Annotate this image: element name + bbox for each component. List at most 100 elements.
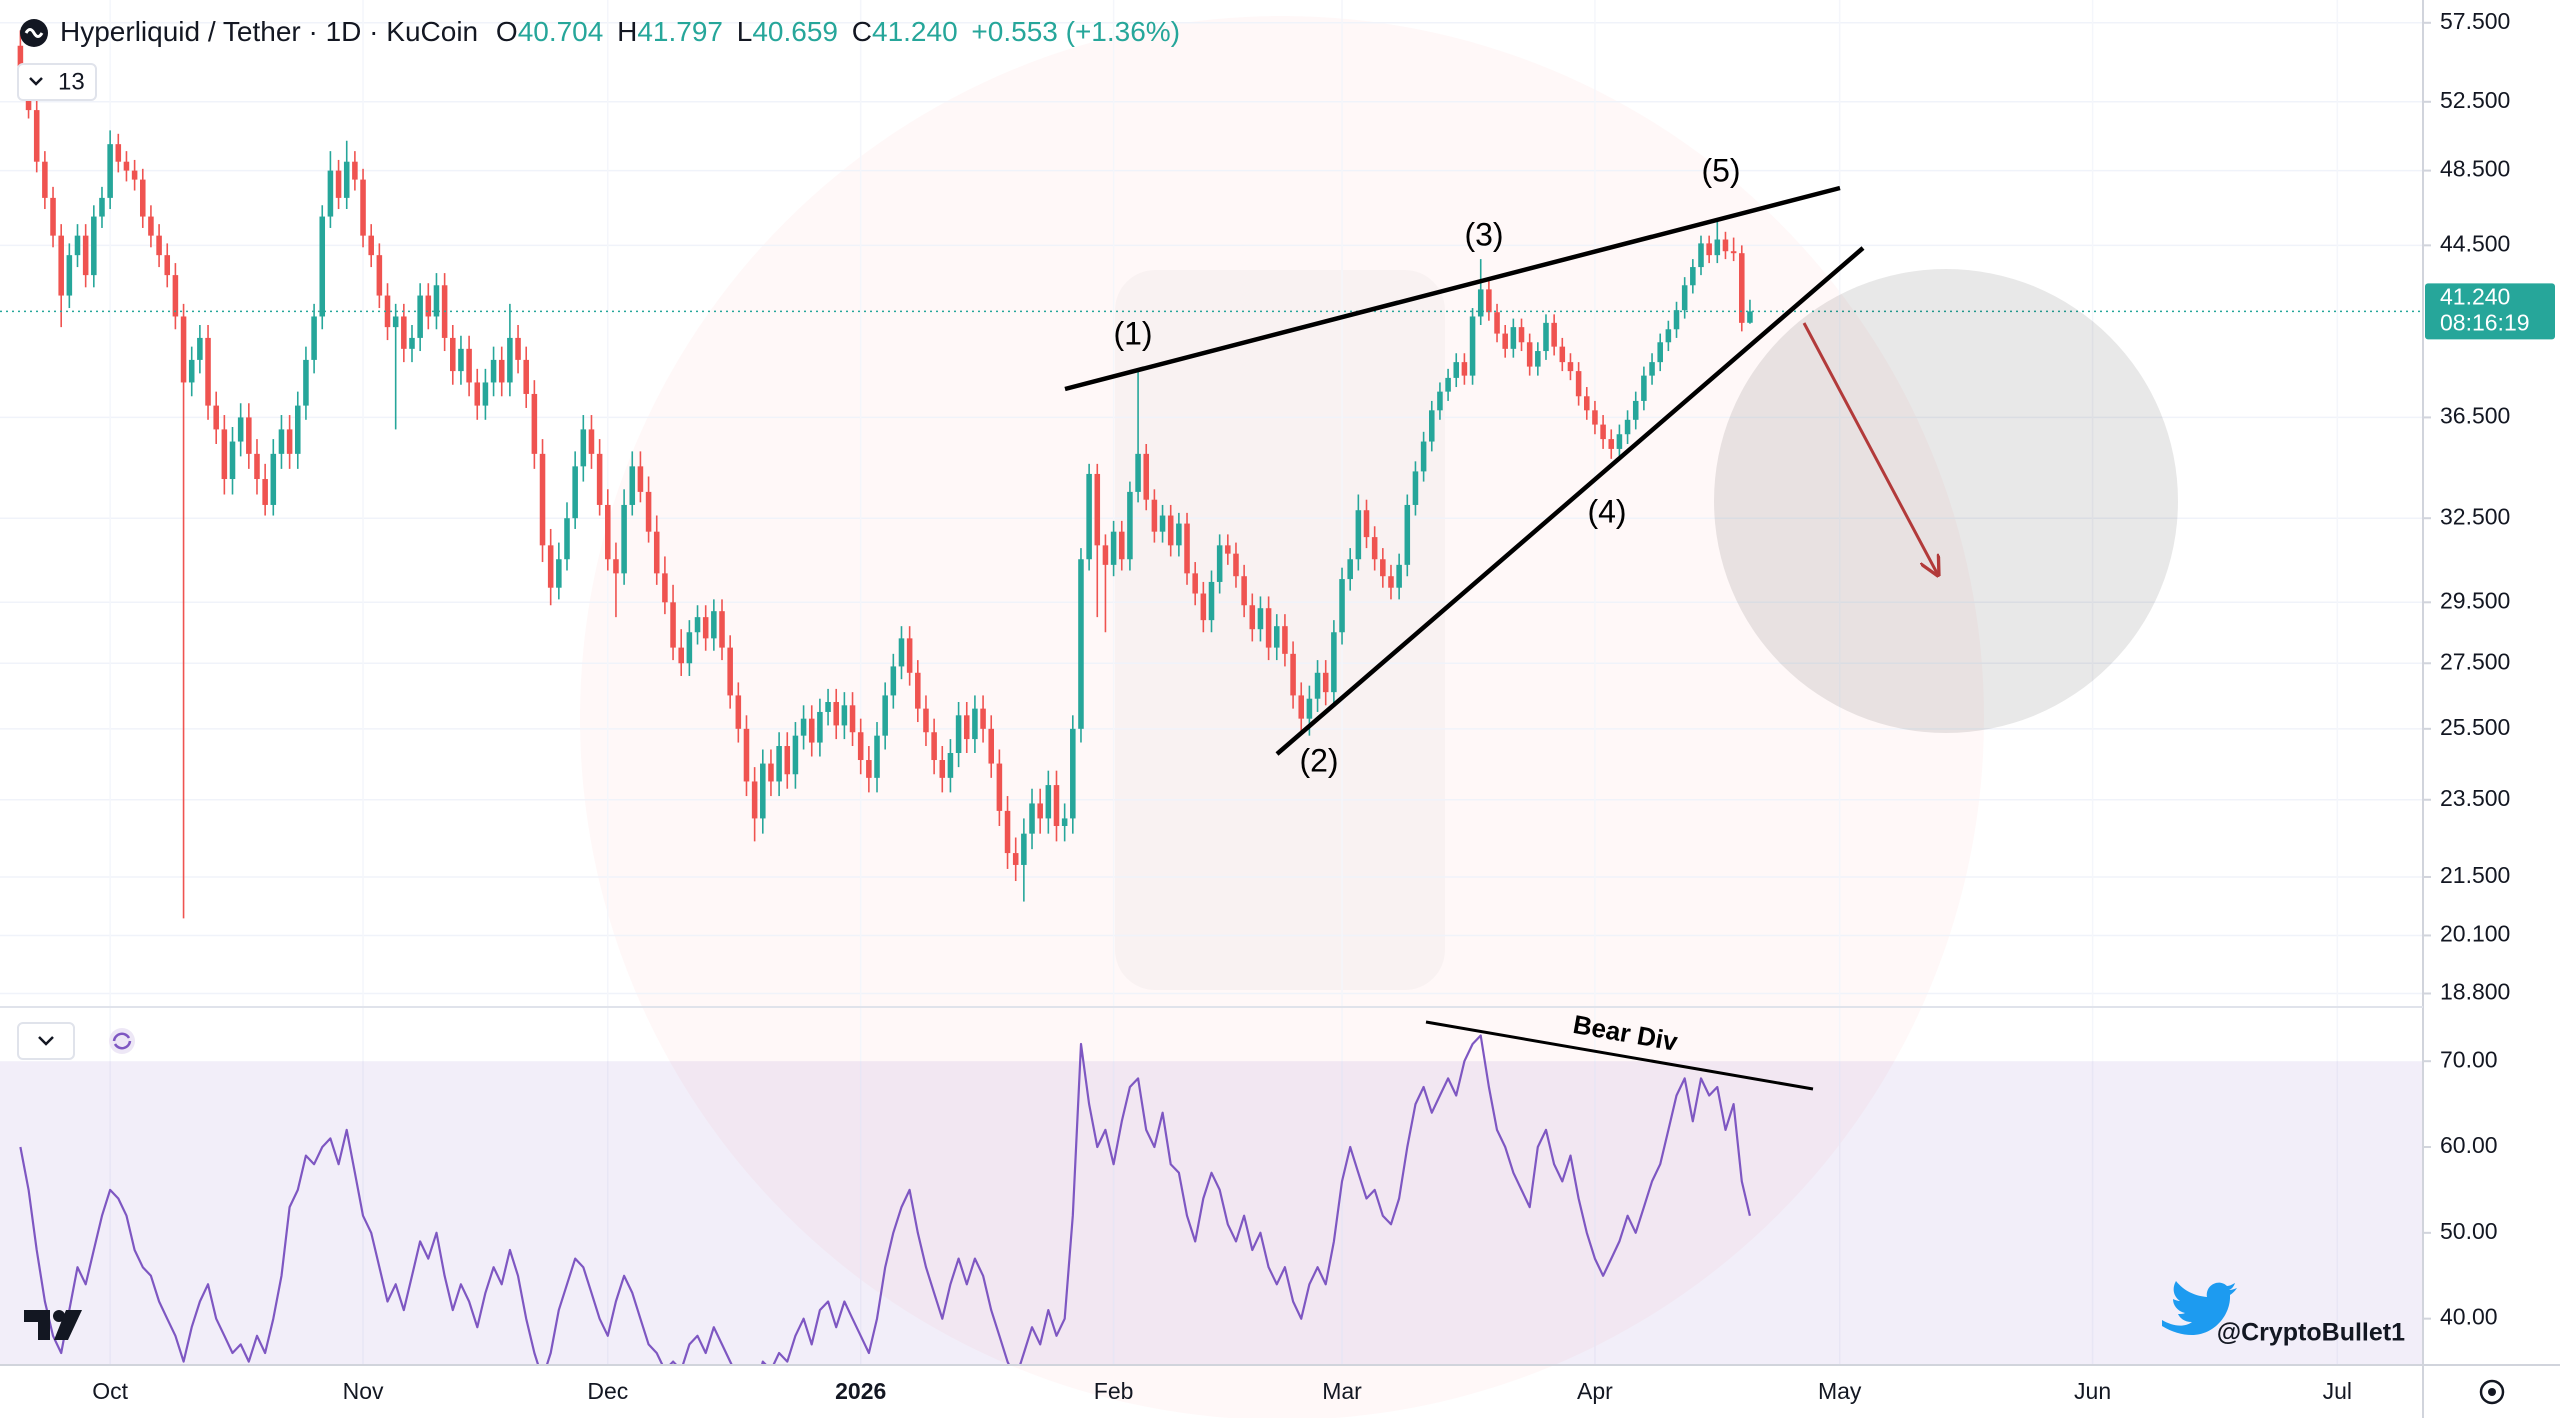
candle-body — [99, 197, 105, 217]
candle-body — [800, 718, 807, 736]
indicator-toggle-box[interactable] — [17, 63, 97, 101]
low-value: 40.659 — [752, 16, 838, 47]
rsi-y-tick-label: 60.00 — [2440, 1132, 2498, 1158]
candle-body — [1347, 559, 1353, 580]
candle-body — [1127, 491, 1133, 560]
x-tick-label: May — [1818, 1378, 1862, 1404]
x-tick-label: Apr — [1577, 1378, 1613, 1404]
y-tick-label: 57.500 — [2440, 8, 2510, 34]
close-label: C — [852, 16, 872, 47]
candle-body — [352, 161, 358, 180]
candle-body — [890, 666, 897, 696]
candle-body — [882, 695, 888, 736]
settings-icon-center[interactable] — [2488, 1388, 2496, 1396]
settings-button[interactable] — [2479, 1379, 2505, 1405]
wave-label: (5) — [1701, 152, 1740, 188]
candle-body — [409, 337, 415, 349]
y-tick-label: 48.500 — [2440, 156, 2510, 182]
candle-body — [498, 359, 505, 383]
candle-body — [17, 45, 24, 78]
x-tick-label: Mar — [1322, 1378, 1362, 1404]
candle-body — [1518, 327, 1525, 343]
candle-body — [915, 672, 921, 709]
candle-body — [645, 491, 652, 532]
candle-body — [1722, 239, 1729, 252]
settings-icon[interactable] — [2479, 1379, 2505, 1405]
y-tick-label: 44.500 — [2440, 230, 2510, 256]
chevron[interactable] — [38, 1036, 54, 1046]
candle-body — [1037, 803, 1043, 819]
candle-body — [1249, 605, 1256, 630]
candle-body — [1118, 531, 1125, 560]
candle-body — [1608, 439, 1615, 449]
countdown-label: 08:16:19 — [2440, 309, 2530, 335]
candle-body — [197, 337, 203, 360]
x-tick-label: Jul — [2323, 1378, 2352, 1404]
candle-body — [1070, 728, 1076, 819]
refresh-icon[interactable] — [112, 1032, 132, 1050]
chevron[interactable] — [29, 77, 43, 86]
candle-body — [213, 405, 219, 430]
wave-label: (4) — [1587, 493, 1626, 529]
candle-body — [1502, 333, 1508, 349]
candle-body — [1453, 362, 1460, 378]
candle-body — [458, 348, 464, 372]
candle-body — [866, 760, 872, 778]
indicator-count[interactable]: 13 — [58, 68, 85, 95]
candle-body — [262, 479, 268, 505]
candle-body — [1282, 626, 1288, 654]
rsi-collapse-button[interactable] — [17, 1022, 75, 1060]
candle-body — [1510, 327, 1517, 349]
candle-body — [1265, 608, 1272, 648]
indicator-toggle[interactable]: 13 — [17, 63, 97, 101]
candle-body — [743, 728, 750, 782]
candle-body — [1110, 531, 1117, 565]
candle-body — [1714, 239, 1721, 256]
candle-body — [1086, 473, 1092, 560]
candle-body — [164, 255, 171, 276]
candle-body — [515, 337, 521, 360]
candle-body — [368, 235, 374, 256]
candle-body — [898, 638, 905, 667]
candle-body — [1396, 564, 1402, 588]
price-pane — [0, 30, 2423, 919]
candle-body — [42, 161, 48, 198]
tv-logo-part — [24, 1310, 50, 1340]
target-zone — [1714, 269, 2178, 733]
author-credit: @CryptoBullet1 — [2162, 1281, 2405, 1347]
candle-body — [613, 559, 619, 574]
candle-body — [817, 711, 823, 743]
candle-body — [1322, 672, 1329, 693]
y-tick-label: 27.500 — [2440, 648, 2510, 674]
candle-body — [1437, 391, 1443, 411]
candle-body — [1045, 785, 1052, 819]
rsi-line — [19, 1034, 1751, 1365]
candle-body — [1078, 559, 1084, 729]
change-value: +0.553 (+1.36%) — [971, 16, 1180, 47]
rsi-refresh-button[interactable] — [109, 1028, 135, 1054]
candle-body — [1404, 504, 1411, 565]
candle-body — [335, 170, 342, 198]
x-tick-label: Nov — [343, 1378, 384, 1404]
candle-body — [1624, 419, 1631, 435]
candle-body — [1486, 289, 1492, 313]
candle-body — [874, 735, 880, 778]
candle-body — [1167, 515, 1174, 546]
candle-body — [833, 702, 839, 726]
candle-body — [295, 405, 301, 454]
candle-body — [572, 466, 578, 519]
candle-body — [580, 429, 587, 467]
candle-body — [760, 763, 766, 819]
rsi-y-tick-label: 50.00 — [2440, 1218, 2498, 1244]
candle-body — [1339, 579, 1345, 633]
candle-body — [425, 295, 432, 317]
candle-body — [1592, 410, 1598, 425]
candle-body — [678, 647, 684, 664]
candle-body — [1200, 593, 1207, 621]
candle-body — [849, 705, 856, 733]
candle-body — [1159, 515, 1166, 532]
candle-body — [58, 235, 64, 296]
candle-body — [254, 453, 260, 480]
